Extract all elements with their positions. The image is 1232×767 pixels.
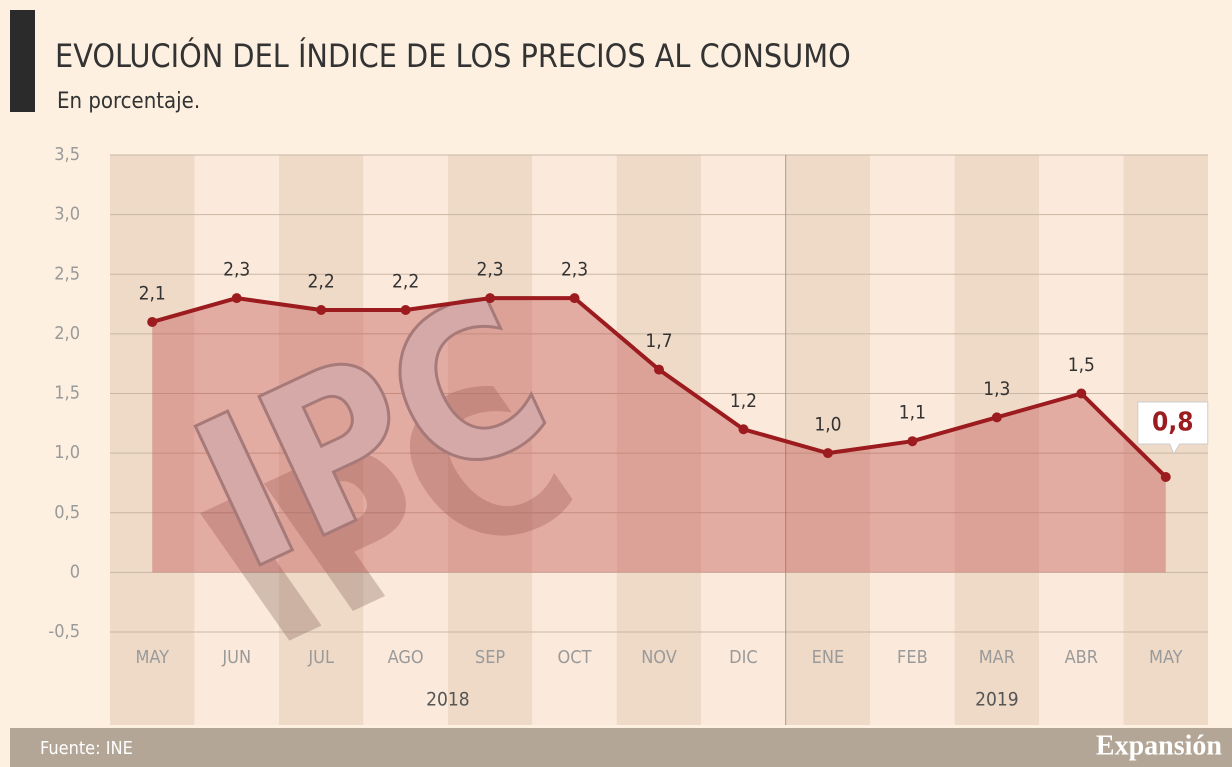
x-tick-label: MAY (1149, 647, 1183, 668)
point (738, 424, 748, 434)
point (823, 448, 833, 458)
year-label: 2019 (975, 689, 1019, 711)
brand: Expansión (1096, 730, 1222, 761)
source: Fuente: INE (40, 738, 133, 759)
point (232, 293, 242, 303)
value-label: 1,2 (730, 390, 757, 412)
value-label: 0,8 (1152, 407, 1193, 437)
value-label: 2,2 (392, 271, 419, 293)
point (316, 305, 326, 315)
value-label: 1,5 (1068, 354, 1095, 376)
y-tick-label: 2,0 (54, 323, 80, 344)
x-tick-label: NOV (641, 647, 677, 668)
point (485, 293, 495, 303)
point (992, 412, 1002, 422)
point (907, 436, 917, 446)
point (1161, 472, 1171, 482)
value-label: 2,3 (561, 259, 588, 281)
y-tick-label: 0,5 (54, 502, 80, 523)
y-tick-label: 2,5 (54, 263, 80, 284)
value-label: 1,7 (645, 330, 672, 352)
point (1076, 389, 1086, 399)
column-band (786, 155, 870, 725)
value-label: 2,3 (223, 259, 250, 281)
point (570, 293, 580, 303)
value-label: 2,1 (139, 282, 166, 304)
y-tick-label: -0,5 (48, 621, 80, 642)
title-accent (10, 10, 35, 112)
chart-title: EVOLUCIÓN DEL ÍNDICE DE LOS PRECIOS AL C… (55, 36, 851, 75)
y-tick-label: 1,0 (54, 442, 80, 463)
x-tick-label: FEB (897, 647, 928, 668)
x-tick-label: OCT (558, 647, 592, 668)
chart-subtitle: En porcentaje. (57, 89, 200, 114)
x-tick-label: SEP (475, 647, 506, 668)
x-tick-label: ENE (812, 647, 845, 668)
x-tick-label: MAY (135, 647, 169, 668)
footer-bar (10, 728, 1232, 767)
y-tick-label: 3,0 (54, 204, 80, 225)
point (401, 305, 411, 315)
y-tick-label: 3,5 (54, 144, 80, 165)
value-label: 2,2 (308, 271, 335, 293)
value-label: 1,3 (983, 378, 1010, 400)
point (147, 317, 157, 327)
x-tick-label: JUN (221, 647, 251, 668)
chart: EVOLUCIÓN DEL ÍNDICE DE LOS PRECIOS AL C… (0, 0, 1232, 767)
x-tick-label: DIC (729, 647, 758, 668)
y-tick-label: 0 (70, 561, 80, 582)
x-tick-label: JUL (307, 647, 334, 668)
value-label: 2,3 (476, 259, 503, 281)
point (654, 365, 664, 375)
x-tick-label: AGO (388, 647, 424, 668)
x-tick-label: MAR (979, 647, 1015, 668)
y-tick-label: 1,5 (54, 383, 80, 404)
year-label: 2018 (426, 689, 470, 711)
x-tick-label: ABR (1065, 647, 1098, 668)
page: EVOLUCIÓN DEL ÍNDICE DE LOS PRECIOS AL C… (0, 0, 1232, 767)
value-label: 1,1 (899, 402, 926, 424)
value-label: 1,0 (814, 414, 841, 436)
